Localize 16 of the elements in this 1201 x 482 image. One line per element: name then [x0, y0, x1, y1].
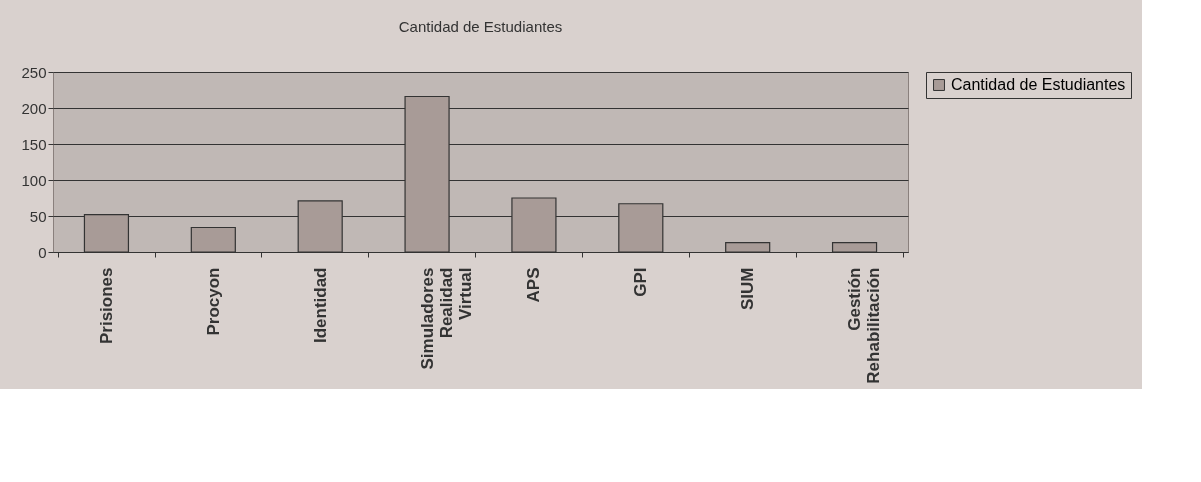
x-tick-label: Gestión Rehabilitación — [845, 267, 884, 384]
x-tick-label: Identidad — [310, 267, 330, 344]
legend-label: Cantidad de Estudiantes — [951, 76, 1126, 93]
x-tick-label: Procyon — [203, 267, 223, 336]
chart-title: Cantidad de Estudiantes — [398, 18, 563, 35]
y-tick-label: 250 — [21, 63, 47, 81]
y-tick-label: 150 — [21, 135, 47, 153]
x-tick-label: Prisiones — [96, 267, 116, 345]
y-tick-label: 100 — [21, 171, 47, 189]
y-tick-label: 50 — [29, 207, 47, 225]
x-tick-label: Simuladores Realidad Virtual — [417, 267, 475, 370]
x-tick-label: SIUM — [738, 267, 758, 310]
x-tick-label: GPI — [631, 267, 651, 297]
x-tick-label: APS — [524, 267, 544, 303]
y-tick-label: 0 — [38, 243, 47, 261]
y-tick-label: 200 — [21, 99, 47, 117]
